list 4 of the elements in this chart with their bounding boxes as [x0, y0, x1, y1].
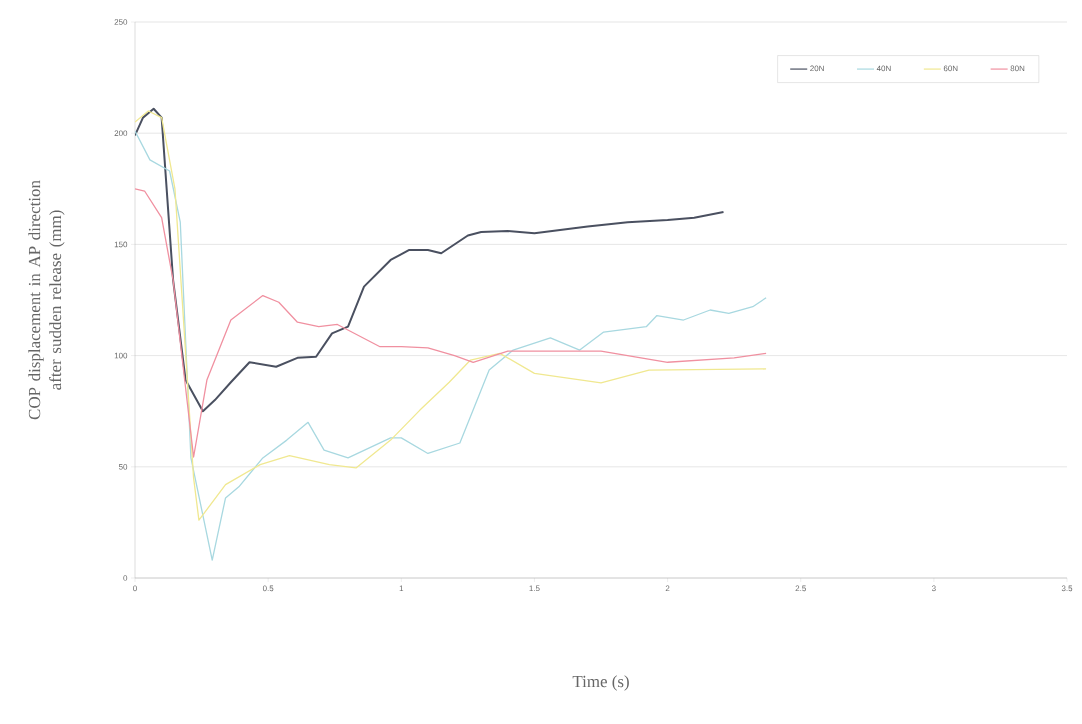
line-series — [135, 188, 767, 458]
y-axis-title: COP displacement in AP direction after sudden release (mm) — [28, 180, 65, 420]
line-series — [135, 107, 725, 413]
x-axis-title: Time (s) — [572, 675, 629, 691]
